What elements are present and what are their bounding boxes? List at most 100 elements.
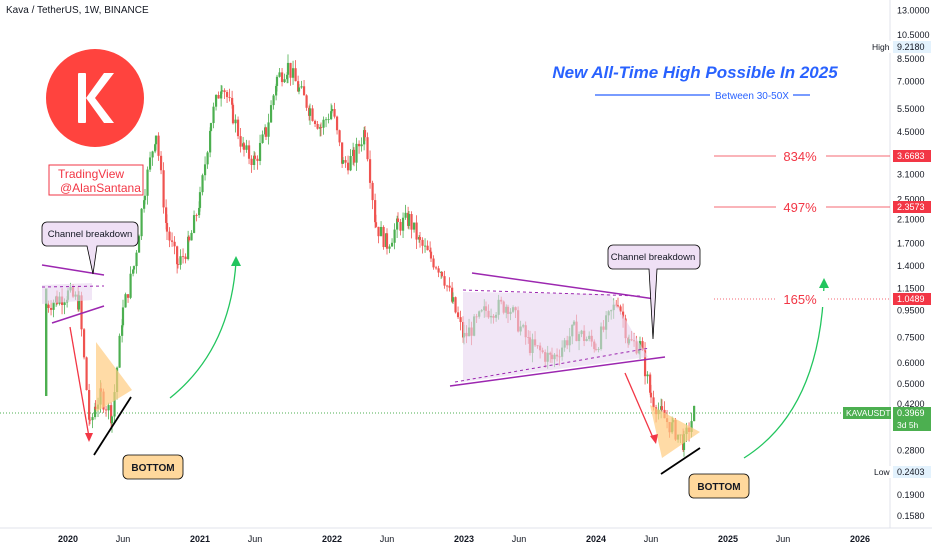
candle-body	[311, 108, 314, 121]
candle-body	[140, 208, 143, 237]
x-tick-label: 2025	[718, 534, 738, 544]
callout-bottom-left-text: BOTTOM	[131, 463, 174, 474]
callout-bottom-left: BOTTOM	[122, 454, 184, 480]
candle-body	[245, 145, 248, 150]
x-tick-label: 2024	[586, 534, 606, 544]
right-support-line	[660, 447, 701, 475]
target-line-497	[714, 199, 890, 215]
x-tick-label: Jun	[644, 534, 659, 544]
candle-body	[121, 307, 125, 326]
candle-body	[52, 302, 55, 310]
candle-body	[45, 288, 48, 397]
x-tick-label: 2021	[190, 534, 210, 544]
headline-subtitle: Between 30-50X	[715, 91, 789, 102]
candle-body	[198, 207, 201, 216]
current-price-value: 0.3969	[897, 408, 925, 418]
candle-body	[289, 62, 292, 78]
candle-body	[253, 155, 257, 159]
candle-body	[187, 236, 191, 241]
candle-body	[357, 143, 361, 147]
candle-body	[393, 229, 396, 243]
candle-body	[187, 236, 190, 260]
right-channel-fill	[463, 292, 648, 382]
candle-body	[264, 127, 268, 137]
right-down-arrow	[624, 372, 658, 444]
candle-body	[322, 119, 325, 128]
candle-body	[434, 267, 438, 269]
candle-body	[621, 311, 625, 319]
candle-body	[212, 106, 215, 124]
candle-body	[231, 104, 235, 124]
y-tick-label: 1.1500	[897, 283, 925, 293]
x-tick-label: Jun	[248, 534, 263, 544]
candle-body	[371, 182, 374, 201]
candle-body	[137, 236, 141, 253]
candle-body	[374, 222, 378, 227]
candle-body	[63, 302, 66, 305]
candle-body	[426, 245, 429, 251]
left-down-arrow	[69, 326, 93, 442]
candle-body	[341, 160, 345, 164]
candle-body	[330, 109, 334, 112]
candle-body	[363, 130, 366, 145]
price-axis[interactable]: 13.0000 10.5000 8.5000 7.0000 5.5000 4.5000 3.…	[897, 5, 930, 521]
candle-body	[269, 105, 273, 123]
left-channel-fill	[42, 283, 92, 304]
left-bottom-wedge	[96, 342, 132, 412]
candle-body	[451, 287, 454, 302]
candle-body	[113, 392, 116, 417]
time-axis[interactable]: 2020 Jun 2021 Jun 2022 Jun 2023 Jun 2024 Jun 2025 J…	[58, 534, 870, 544]
watermark-box: TradingView @AlanSantana	[48, 164, 144, 196]
y-tick-label: 0.4200	[897, 399, 925, 409]
candle-body	[415, 222, 418, 240]
svg-text:3.6683: 3.6683	[897, 151, 925, 161]
low-marker-label: Low	[874, 467, 890, 477]
candle-body	[355, 143, 358, 163]
candle-body	[377, 226, 380, 237]
candle-body	[454, 297, 457, 313]
candle-body	[168, 231, 171, 241]
candle-body	[352, 149, 356, 163]
candle-body	[459, 317, 462, 323]
candle-body	[616, 305, 620, 307]
candle-body	[220, 91, 223, 99]
candle-body	[399, 221, 402, 231]
candle-body	[291, 68, 295, 78]
candle-body	[88, 419, 92, 421]
candle-body	[261, 134, 264, 143]
candle-body	[429, 251, 433, 259]
x-tick-label: 2020	[58, 534, 78, 544]
y-tick-label: 1.7000	[897, 239, 925, 249]
x-tick-label: 2023	[454, 534, 474, 544]
candle-body	[366, 137, 369, 160]
candle-body	[379, 226, 383, 237]
candle-body	[176, 246, 179, 265]
x-tick-label: Jun	[116, 534, 131, 544]
candle-body	[110, 405, 113, 424]
candle-body	[132, 266, 136, 270]
candle-body	[247, 145, 251, 159]
y-tick-label: 1.4000	[897, 261, 925, 271]
target-tag-497: 2.3573	[893, 201, 931, 213]
y-tick-label: 2.5000	[897, 194, 925, 204]
left-up-arrow	[169, 256, 241, 399]
target-tag-834: 3.6683	[893, 150, 931, 162]
candle-body	[181, 256, 185, 258]
low-marker-price: 0.2403	[897, 467, 925, 477]
callout-channel-right: Channel breakdown	[607, 244, 701, 340]
candle-body	[432, 258, 435, 268]
candle-body	[184, 256, 187, 260]
candle-body	[412, 222, 416, 230]
candle-body	[619, 306, 622, 312]
candle-body	[429, 250, 432, 252]
svg-text:1.0489: 1.0489	[897, 294, 925, 304]
x-tick-label: Jun	[380, 534, 395, 544]
candle-body	[231, 97, 234, 105]
candle-body	[165, 207, 168, 223]
kava-logo-k-icon	[78, 73, 114, 123]
y-tick-label: 7.0000	[897, 76, 925, 86]
callout-channel-right-text: Channel breakdown	[611, 252, 696, 263]
candle-body	[165, 222, 169, 232]
candle-body	[118, 335, 121, 368]
